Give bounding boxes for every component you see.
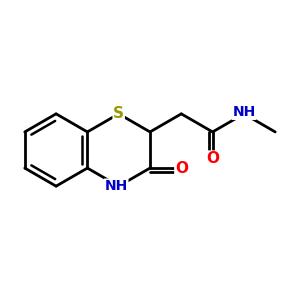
Text: O: O <box>206 151 219 166</box>
Text: S: S <box>113 106 124 122</box>
Text: NH: NH <box>105 179 128 193</box>
Text: NH: NH <box>232 105 256 119</box>
Text: O: O <box>175 160 188 175</box>
